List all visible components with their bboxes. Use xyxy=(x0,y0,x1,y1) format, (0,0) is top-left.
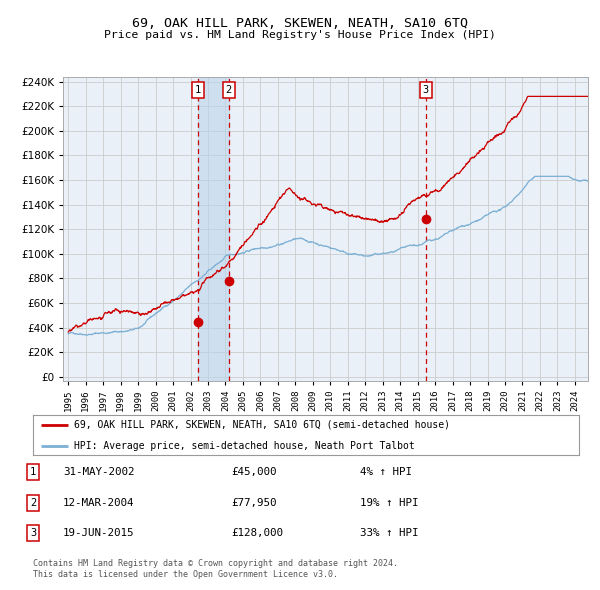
Text: £128,000: £128,000 xyxy=(231,529,283,538)
Text: £77,950: £77,950 xyxy=(231,498,277,507)
Text: 2: 2 xyxy=(30,498,36,507)
Text: Price paid vs. HM Land Registry's House Price Index (HPI): Price paid vs. HM Land Registry's House … xyxy=(104,30,496,40)
Text: 12-MAR-2004: 12-MAR-2004 xyxy=(63,498,134,507)
Text: 33% ↑ HPI: 33% ↑ HPI xyxy=(360,529,419,538)
Bar xyxy=(198,77,229,381)
Text: 3: 3 xyxy=(422,85,429,95)
Text: 31-MAY-2002: 31-MAY-2002 xyxy=(63,467,134,477)
Text: 2: 2 xyxy=(226,85,232,95)
Text: 69, OAK HILL PARK, SKEWEN, NEATH, SA10 6TQ: 69, OAK HILL PARK, SKEWEN, NEATH, SA10 6… xyxy=(132,17,468,30)
Text: 4% ↑ HPI: 4% ↑ HPI xyxy=(360,467,412,477)
Text: Contains HM Land Registry data © Crown copyright and database right 2024.
This d: Contains HM Land Registry data © Crown c… xyxy=(33,559,398,579)
Text: HPI: Average price, semi-detached house, Neath Port Talbot: HPI: Average price, semi-detached house,… xyxy=(74,441,415,451)
Text: 69, OAK HILL PARK, SKEWEN, NEATH, SA10 6TQ (semi-detached house): 69, OAK HILL PARK, SKEWEN, NEATH, SA10 6… xyxy=(74,420,450,430)
Text: 1: 1 xyxy=(195,85,201,95)
Text: 3: 3 xyxy=(30,529,36,538)
Text: 1: 1 xyxy=(30,467,36,477)
Text: £45,000: £45,000 xyxy=(231,467,277,477)
Text: 19-JUN-2015: 19-JUN-2015 xyxy=(63,529,134,538)
Text: 19% ↑ HPI: 19% ↑ HPI xyxy=(360,498,419,507)
